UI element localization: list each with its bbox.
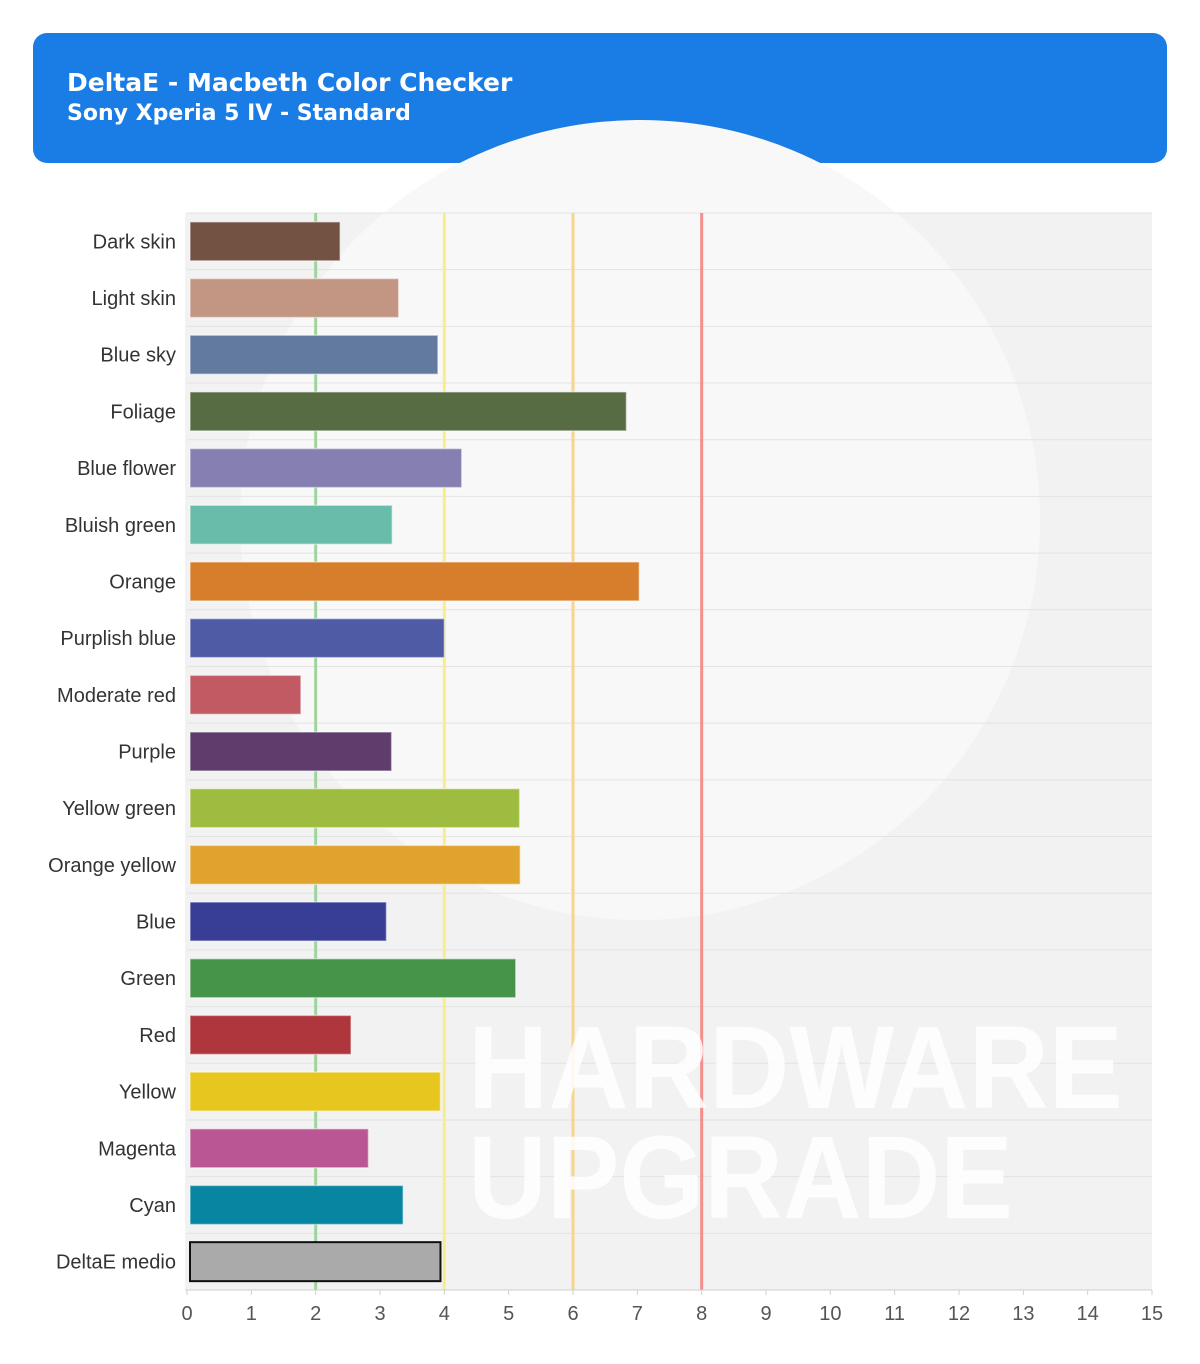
category-label: Bluish green [65,515,176,537]
category-label: DeltaE medio [56,1252,176,1274]
x-tick-label: 10 [819,1303,841,1325]
category-label: Light skin [92,288,177,310]
category-label: Blue flower [77,458,176,480]
bar [189,731,393,772]
watermark-disc [240,120,1040,920]
x-axis: 0 1 2 3 4 5 6 7 8 9 10 11 12 13 14 15 [181,1289,1163,1325]
bar-group [189,221,641,1283]
bar [189,334,439,375]
watermark-line2: UPGRADE [468,1112,1013,1244]
category-label: Foliage [110,401,176,423]
x-tick-label: 1 [246,1303,257,1325]
bar [189,1071,442,1112]
bar [189,277,400,319]
chart-subtitle: Sony Xperia 5 IV - Standard [67,101,411,126]
category-label: Yellow [119,1082,177,1104]
x-tick-label: 12 [948,1303,970,1325]
watermark: HARDWARE UPGRADE [468,1002,1123,1244]
bar [189,844,521,886]
x-tick-label: 8 [696,1303,707,1325]
category-label: Yellow green [62,798,176,820]
x-tick-label: 4 [439,1303,450,1325]
category-label: Orange [109,571,176,593]
category-label: Dark skin [93,231,176,253]
bar [189,447,463,489]
bar [189,617,446,659]
x-tick-label: 5 [503,1303,514,1325]
x-tick-label: 15 [1141,1303,1163,1325]
category-label: Green [120,968,176,990]
x-tick-label: 3 [374,1303,385,1325]
category-label: Blue sky [100,345,176,367]
x-tick-label: 6 [567,1303,578,1325]
bar [189,1241,442,1283]
x-tick-label: 0 [181,1303,192,1325]
category-label: Purplish blue [60,628,176,650]
category-gridlines [187,212,1152,1291]
category-label: Orange yellow [48,855,176,877]
x-tick-label: 11 [884,1303,905,1325]
bar [189,504,393,546]
category-label: Moderate red [57,685,176,707]
bar [189,561,641,602]
category-label: Cyan [129,1195,176,1217]
bar [189,391,628,432]
bar [189,957,517,999]
category-labels: Dark skin Light skin Blue sky Foliage Blue f… [48,231,177,1273]
watermark-line1: HARDWARE [468,1002,1123,1134]
chart-title: DeltaE - Macbeth Color Checker [67,68,513,97]
category-label: Purple [118,742,176,764]
bar [189,221,341,262]
bar [189,674,302,716]
x-tick-label: 9 [760,1303,771,1325]
x-tick-label: 14 [1077,1303,1099,1325]
category-label: Red [139,1025,176,1047]
category-label: Blue [136,912,176,934]
bar [189,1128,370,1169]
bar [189,1014,352,1056]
bar [189,787,521,829]
x-tick-label: 13 [1012,1303,1034,1325]
bar [189,1184,404,1226]
x-tick-label: 2 [310,1303,321,1325]
x-tick-label: 7 [632,1303,643,1325]
category-label: Magenta [98,1138,177,1160]
bar [189,901,388,942]
